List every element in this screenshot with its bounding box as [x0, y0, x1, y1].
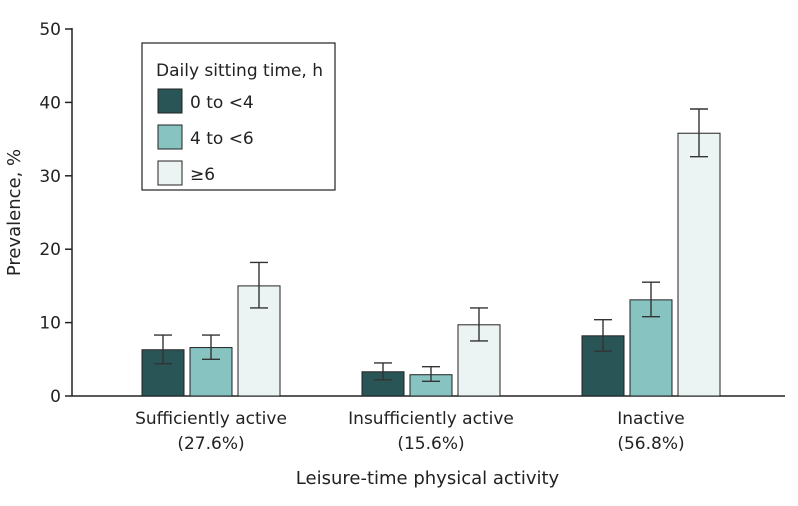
category-labels: Sufficiently active (27.6%) Insufficiently… — [135, 409, 685, 454]
legend-label: 0 to <4 — [190, 93, 254, 113]
category-label: Sufficiently active — [135, 409, 287, 429]
y-tick-label: 50 — [39, 20, 61, 40]
legend: Daily sitting time, h 0 to <4 4 to <6 ≥6 — [141, 42, 336, 191]
y-tick-label: 0 — [50, 387, 61, 407]
y-tick-label: 10 — [39, 314, 61, 334]
y-tick-label: 40 — [39, 93, 61, 113]
legend-label: ≥6 — [190, 165, 215, 185]
legend-swatch — [157, 88, 183, 114]
bar — [677, 132, 721, 397]
y-tick-label: 20 — [39, 240, 61, 260]
category-share-label: (15.6%) — [397, 434, 464, 454]
x-axis-title: Leisure-time physical activity — [296, 468, 560, 489]
category-share-label: (27.6%) — [177, 434, 244, 454]
category-share-label: (56.8%) — [617, 434, 684, 454]
category-label: Insufficiently active — [348, 409, 514, 429]
legend-swatch — [157, 124, 183, 150]
y-tick-label: 30 — [39, 167, 61, 187]
legend-label: 4 to <6 — [190, 129, 254, 149]
error-bars — [154, 108, 708, 383]
category-label: Inactive — [617, 409, 684, 429]
legend-swatch — [157, 160, 183, 186]
y-axis-title: Prevalence, % — [4, 149, 25, 276]
legend-title: Daily sitting time, h — [156, 61, 323, 81]
